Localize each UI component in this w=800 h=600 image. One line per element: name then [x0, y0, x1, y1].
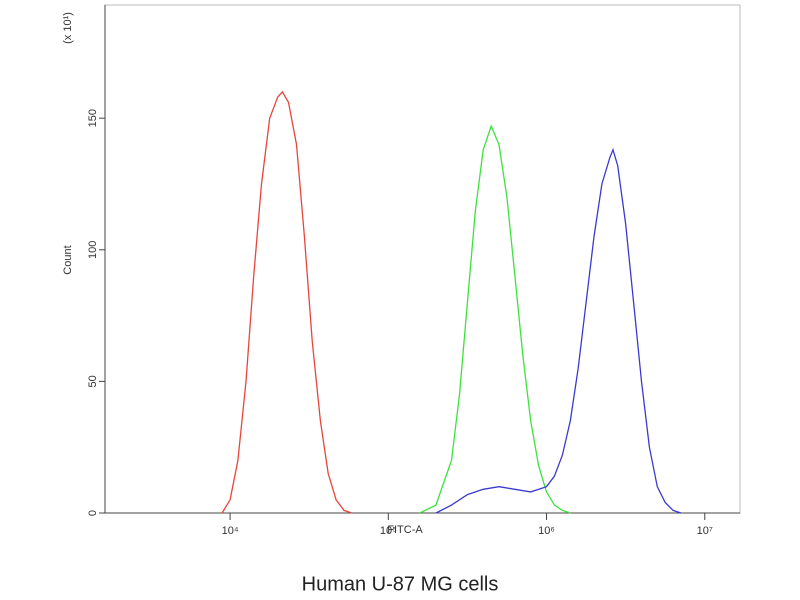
x-tick-label: 10⁵ [380, 525, 397, 537]
histogram-line [435, 147, 682, 514]
y-tick-label: 50 [87, 375, 99, 387]
y-tick-label: 0 [87, 510, 99, 516]
chart-title: Human U-87 MG cells [302, 573, 499, 595]
y-tick-label: 100 [87, 241, 99, 259]
histogram-line [419, 124, 571, 514]
x-tick-label: 10⁶ [538, 525, 555, 537]
y-scale-label: (x 10¹) [62, 12, 74, 44]
plot-frame [104, 4, 741, 514]
y-tick-label: 150 [87, 109, 99, 127]
x-axis-label: FITC-A [387, 524, 423, 536]
histogram-line [221, 90, 353, 514]
x-tick-label: 10⁴ [222, 525, 239, 537]
x-tick-label: 10⁷ [697, 525, 713, 537]
y-axis-label: Count [62, 245, 74, 274]
